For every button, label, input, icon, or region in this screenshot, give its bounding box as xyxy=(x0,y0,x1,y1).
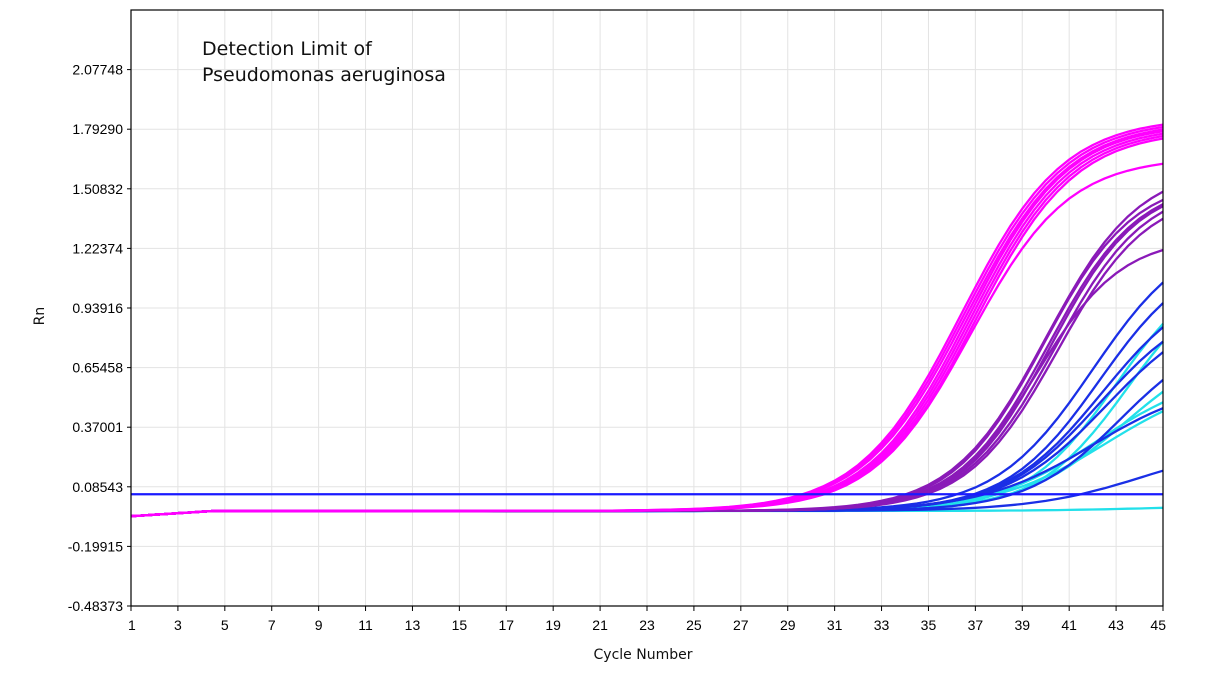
y-tick-label-5: 0.65458 xyxy=(72,360,123,376)
x-tick-label-10: 21 xyxy=(592,617,608,633)
x-tick-label-9: 19 xyxy=(545,617,561,633)
x-tick-label-0: 1 xyxy=(128,617,136,633)
x-axis-ticks: 1 3 5 7 9 11 13 15 17 19 21 23 25 27 29 31 33 35 37 39 41 43 4… xyxy=(128,606,1166,633)
annotation-line-2: Pseudomonas aeruginosa xyxy=(202,64,446,86)
y-tick-label-9: -0.48373 xyxy=(68,598,123,614)
y-axis-ticks: 2.07748 1.79290 1.50832 1.22374 0.93916 0.654… xyxy=(68,62,131,614)
x-tick-label-12: 25 xyxy=(686,617,702,633)
x-tick-label-11: 23 xyxy=(639,617,655,633)
x-tick-label-18: 37 xyxy=(968,617,984,633)
y-tick-label-8: -0.19915 xyxy=(68,538,123,554)
x-tick-label-1: 3 xyxy=(174,617,182,633)
grid xyxy=(130,10,1164,607)
y-tick-label-2: 1.50832 xyxy=(72,181,123,197)
x-tick-label-6: 13 xyxy=(405,617,421,633)
x-tick-label-21: 43 xyxy=(1108,617,1124,633)
series-line-magenta-7 xyxy=(130,162,1164,518)
x-tick-label-5: 11 xyxy=(358,617,373,633)
x-tick-label-22: 45 xyxy=(1150,617,1166,633)
y-tick-label-1: 1.79290 xyxy=(72,121,123,137)
series-layer xyxy=(130,123,1164,518)
x-tick-label-19: 39 xyxy=(1014,617,1030,633)
x-tick-label-8: 17 xyxy=(498,617,514,633)
x-tick-label-4: 9 xyxy=(315,617,323,633)
annotation-line-1: Detection Limit of xyxy=(202,38,373,60)
x-tick-label-13: 27 xyxy=(733,617,749,633)
x-tick-label-7: 15 xyxy=(452,617,468,633)
y-axis-title: Rn xyxy=(32,307,48,326)
y-tick-label-6: 0.37001 xyxy=(72,419,123,435)
x-axis-title: Cycle Number xyxy=(594,647,693,663)
y-tick-label-3: 1.22374 xyxy=(72,240,123,256)
x-tick-label-17: 35 xyxy=(921,617,937,633)
x-tick-label-20: 41 xyxy=(1061,617,1077,633)
y-tick-label-0: 2.07748 xyxy=(72,62,123,78)
y-tick-label-7: 0.08543 xyxy=(72,479,123,495)
x-tick-label-16: 33 xyxy=(874,617,890,633)
x-tick-label-2: 5 xyxy=(221,617,229,633)
x-tick-label-3: 7 xyxy=(268,617,276,633)
y-tick-label-4: 0.93916 xyxy=(72,300,123,316)
x-tick-label-14: 29 xyxy=(780,617,796,633)
x-tick-label-15: 31 xyxy=(827,617,843,633)
